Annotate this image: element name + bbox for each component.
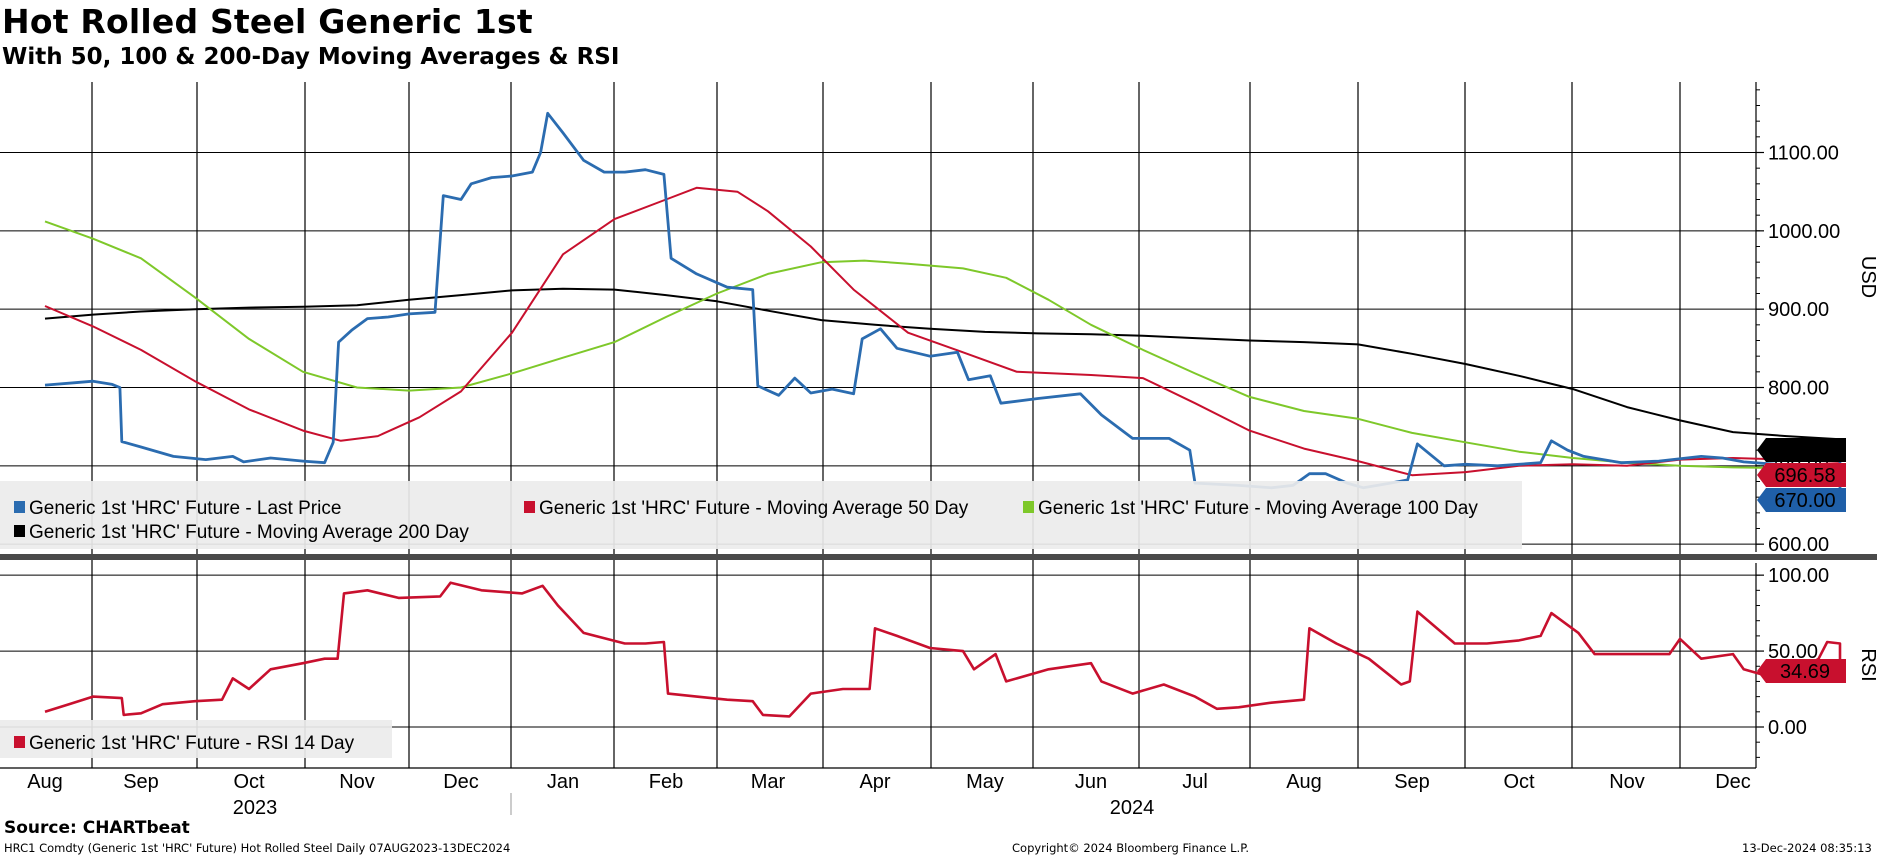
- legend-swatch: [14, 736, 25, 748]
- source-label: Source: CHARTbeat: [4, 818, 190, 838]
- last-value-label: 731.78: [1774, 440, 1835, 462]
- price-tick-label: 800.00: [1768, 378, 1829, 400]
- rsi-tick-label: 100.00: [1768, 565, 1829, 587]
- price-tick-label: 1000.00: [1768, 221, 1840, 243]
- series-line-moving-average-200-day: [44, 287, 1841, 441]
- chart-area: 1100.001000.00900.00800.00700.00600.00US…: [0, 82, 1877, 815]
- footer-description: HRC1 Comdty (Generic 1st 'HRC' Future) H…: [4, 841, 511, 855]
- last-value-label: 670.00: [1774, 490, 1835, 512]
- x-month-label: Dec: [1715, 771, 1751, 793]
- panel-separator: [0, 554, 1877, 560]
- x-month-label: Sep: [1394, 771, 1430, 793]
- x-month-label: Jul: [1182, 771, 1208, 793]
- rsi-legend-box: [0, 720, 392, 758]
- legend-entry: Generic 1st 'HRC' Future - Moving Averag…: [1038, 498, 1478, 519]
- last-value-tag: [1757, 488, 1846, 512]
- x-month-label: Feb: [649, 771, 683, 793]
- price-tick-label: 900.00: [1768, 299, 1829, 321]
- x-month-label: Oct: [233, 771, 265, 793]
- chart-title: Hot Rolled Steel Generic 1st: [2, 2, 533, 41]
- rsi-last-value-tag: [1757, 659, 1846, 683]
- rsi-y-axis-label: RSI: [1857, 648, 1877, 681]
- x-month-label: Aug: [1286, 771, 1322, 793]
- last-value-label: 696.58: [1774, 465, 1835, 487]
- price-y-axis-label: USD: [1857, 256, 1877, 298]
- x-month-label: Jun: [1075, 771, 1107, 793]
- x-month-label: Aug: [27, 771, 63, 793]
- x-month-label: Oct: [1503, 771, 1535, 793]
- series-line-moving-average-50-day: [44, 186, 1841, 477]
- last-value-tag: [1757, 438, 1846, 462]
- footer-timestamp: 13-Dec-2024 08:35:13: [1742, 841, 1872, 855]
- legend-swatch: [14, 501, 25, 513]
- x-month-label: Sep: [123, 771, 159, 793]
- legend-entry: Generic 1st 'HRC' Future - RSI 14 Day: [29, 733, 355, 754]
- x-year-label: 2023: [233, 797, 278, 815]
- x-month-label: Nov: [339, 771, 375, 793]
- price-tick-label: 600.00: [1768, 534, 1829, 556]
- x-month-label: Mar: [751, 771, 786, 793]
- legend-entry: Generic 1st 'HRC' Future - Moving Averag…: [29, 522, 469, 543]
- rsi-tick-label: 50.00: [1768, 641, 1818, 663]
- last-value-tag: [1757, 463, 1846, 487]
- legend-entry: Generic 1st 'HRC' Future - Moving Averag…: [539, 498, 969, 519]
- rsi-tick-label: 0.00: [1768, 717, 1807, 739]
- footer-copyright: Copyright© 2024 Bloomberg Finance L.P.: [1012, 841, 1249, 855]
- series-line-rsi-14-day: [44, 581, 1842, 718]
- series-line-moving-average-100-day: [44, 220, 1841, 470]
- x-month-label: Dec: [443, 771, 479, 793]
- x-month-label: Apr: [859, 771, 890, 793]
- price-tick-label: 1100.00: [1768, 143, 1839, 165]
- x-month-label: Jan: [547, 771, 579, 793]
- legend-swatch: [524, 501, 535, 513]
- rsi-last-value-label: 34.69: [1780, 661, 1830, 683]
- legend-entry: Generic 1st 'HRC' Future - Last Price: [29, 498, 341, 519]
- x-month-label: Nov: [1609, 771, 1645, 793]
- legend-swatch: [1023, 501, 1034, 513]
- x-year-label: 2024: [1110, 797, 1155, 815]
- x-month-label: May: [966, 771, 1004, 793]
- legend-swatch: [14, 525, 25, 537]
- chart-subtitle: With 50, 100 & 200-Day Moving Averages &…: [2, 44, 620, 70]
- price-legend-box: [0, 481, 1522, 549]
- series-line-last-price: [44, 111, 1842, 490]
